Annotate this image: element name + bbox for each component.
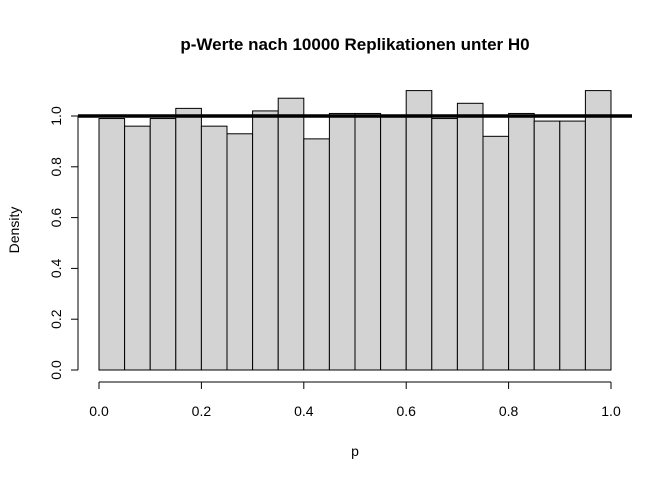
x-axis: 0.0 0.2 0.4 0.6 0.8 1.0 — [89, 381, 621, 419]
x-tick-label: 0.8 — [499, 403, 519, 419]
histogram-bar — [149, 118, 177, 371]
y-axis: 0.0 0.2 0.4 0.6 0.8 1.0 — [48, 106, 79, 380]
histogram-bar — [226, 133, 254, 371]
histogram-bar — [405, 90, 433, 371]
chart-title: p-Werte nach 10000 Replikationen unter H… — [180, 35, 529, 54]
histogram-bar — [175, 107, 202, 371]
x-tick-label: 1.0 — [601, 403, 621, 419]
x-tick-label: 0.4 — [294, 403, 314, 419]
histogram-bar — [456, 102, 484, 371]
histogram-bar — [482, 135, 510, 371]
y-tick-label: 0.4 — [48, 258, 64, 278]
histogram-bar — [380, 115, 407, 371]
y-tick-label: 0.6 — [48, 208, 64, 228]
histogram-bar — [431, 118, 458, 371]
y-tick-label: 0.0 — [48, 360, 64, 380]
histogram-bar — [252, 110, 279, 371]
histogram-bars — [98, 90, 612, 371]
histogram-bar — [584, 90, 612, 371]
histogram-bar — [328, 112, 356, 371]
x-axis-label: p — [351, 443, 359, 459]
histogram-bar — [533, 120, 561, 371]
x-tick-label: 0.2 — [192, 403, 212, 419]
histogram-bar — [277, 97, 305, 371]
y-tick-label: 0.8 — [48, 157, 64, 177]
y-tick-label: 0.2 — [48, 309, 64, 329]
x-tick-label: 0.6 — [396, 403, 416, 419]
histogram-bar — [354, 112, 382, 371]
y-tick-label: 1.0 — [48, 106, 64, 126]
histogram-bar — [303, 138, 330, 371]
histogram-bar — [200, 125, 228, 371]
y-axis-label: Density — [6, 207, 22, 254]
histogram-bar — [124, 125, 151, 371]
histogram-bar — [98, 118, 126, 371]
x-tick-label: 0.0 — [89, 403, 109, 419]
histogram-bar — [508, 112, 535, 371]
histogram-bar — [559, 120, 586, 371]
